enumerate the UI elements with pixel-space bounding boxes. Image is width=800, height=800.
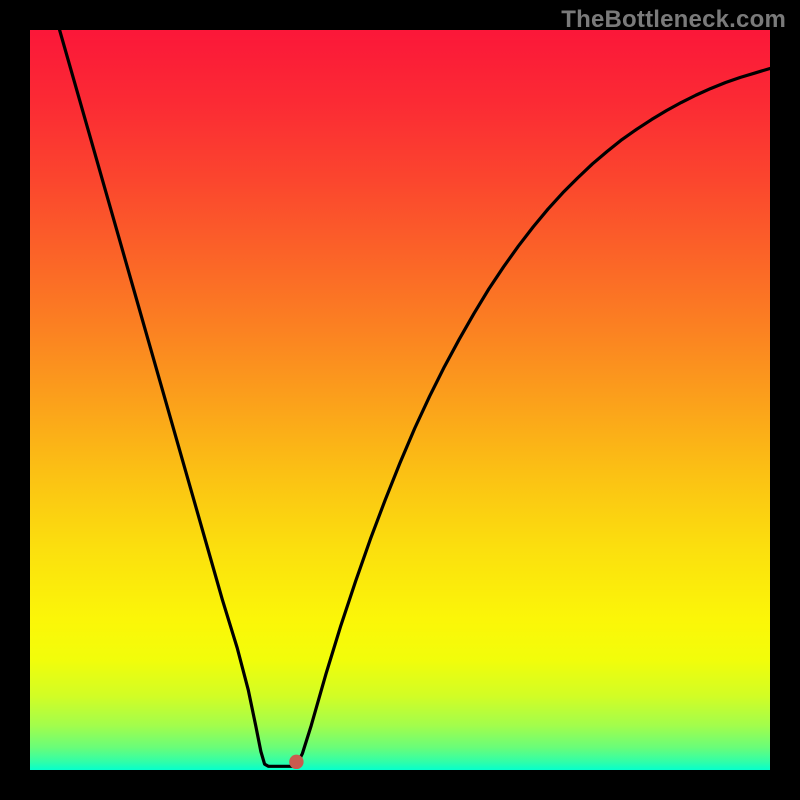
chart-svg [30,30,770,770]
chart-frame: TheBottleneck.com [0,0,800,800]
gradient-background [30,30,770,770]
plot-area [30,30,770,770]
watermark-text: TheBottleneck.com [561,6,786,34]
optimum-marker [289,755,303,769]
